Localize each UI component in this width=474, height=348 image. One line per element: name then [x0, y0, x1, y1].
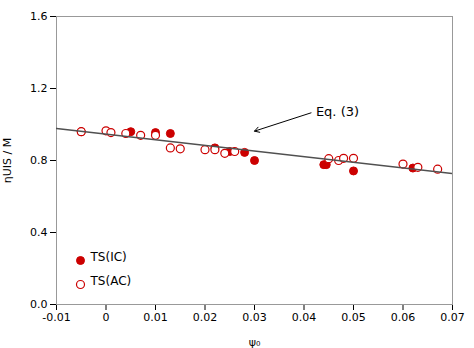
- svg-text:0: 0: [103, 311, 110, 324]
- svg-text:ψ₀: ψ₀: [249, 336, 261, 348]
- svg-text:0.4: 0.4: [30, 226, 48, 239]
- svg-text:1.6: 1.6: [30, 10, 48, 23]
- svg-text:TS(IC): TS(IC): [90, 250, 127, 264]
- svg-text:0.02: 0.02: [193, 311, 218, 324]
- svg-text:0.03: 0.03: [242, 311, 267, 324]
- svg-text:0.8: 0.8: [30, 154, 48, 167]
- svg-text:1.2: 1.2: [30, 82, 48, 95]
- svg-text:Eq. (3): Eq. (3): [316, 104, 359, 119]
- svg-text:TS(AC): TS(AC): [90, 274, 132, 288]
- svg-text:0.0: 0.0: [30, 298, 48, 311]
- svg-text:0.06: 0.06: [391, 311, 416, 324]
- svg-text:0.05: 0.05: [341, 311, 366, 324]
- svg-text:0.04: 0.04: [292, 311, 317, 324]
- svg-text:-0.01: -0.01: [42, 311, 70, 324]
- svg-text:0.01: 0.01: [143, 311, 168, 324]
- svg-text:ηUIS / M: ηUIS / M: [1, 138, 14, 183]
- svg-text:0.07: 0.07: [440, 311, 465, 324]
